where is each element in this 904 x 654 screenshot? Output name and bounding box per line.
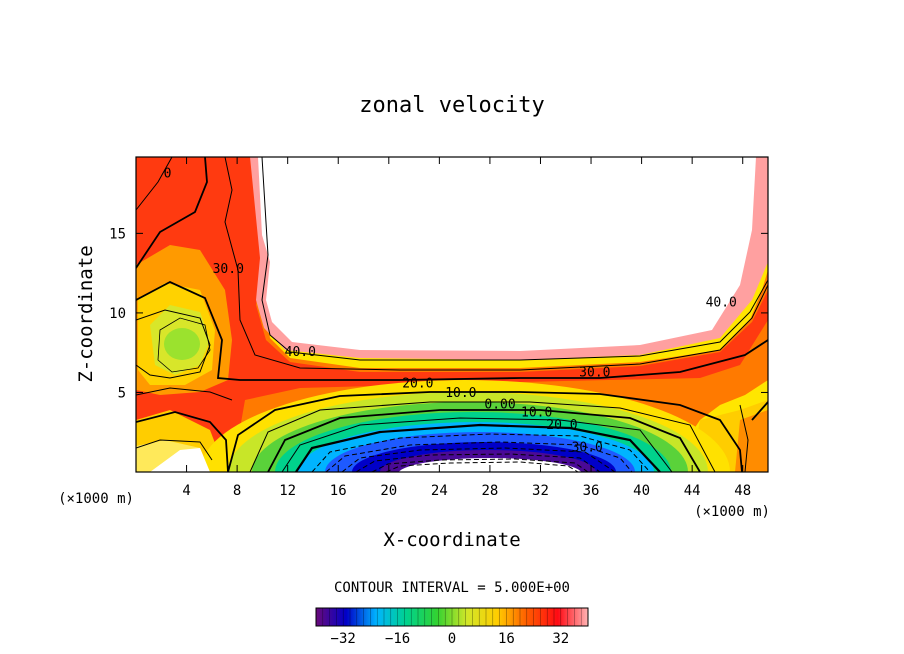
contour-labels: 030.040.020.010.00.0010.020.030.030.040.… xyxy=(164,167,737,456)
contour-20-arc xyxy=(227,391,743,472)
contour-field: 030.040.020.010.00.0010.020.030.030.040.… xyxy=(136,157,768,472)
x-tick-label: 8 xyxy=(233,483,241,499)
colorbar-tick-label: 16 xyxy=(498,631,515,647)
contour-15-ring xyxy=(157,317,211,373)
contour-35-band xyxy=(224,157,768,371)
contour-neg10-arc xyxy=(325,441,633,472)
contour-lines xyxy=(136,157,768,472)
contour-label: 40.0 xyxy=(285,345,316,360)
lower-left-white xyxy=(150,448,210,472)
colorbar-bands xyxy=(315,608,589,626)
contour-label: 0 xyxy=(164,167,172,182)
upper-jet-core-white xyxy=(258,157,756,351)
contour-label: 20.0 xyxy=(402,377,433,392)
x-tick-label: 44 xyxy=(684,483,701,499)
colorbar-ticks: −32 −16 0 16 32 xyxy=(331,631,570,647)
contour-label: 20.0 xyxy=(546,418,577,433)
contour-neg25-arc xyxy=(371,458,589,472)
x-tick-label: 24 xyxy=(431,483,448,499)
contour-label: 30.0 xyxy=(213,262,244,277)
x-unit-label: (×1000 m) xyxy=(694,504,770,520)
contour-10-arc xyxy=(267,409,701,472)
colorbar-tick-label: −16 xyxy=(385,631,410,647)
colorbar-tick-label: 32 xyxy=(552,631,569,647)
contour-30-left xyxy=(136,157,208,269)
contour-neg30-arc xyxy=(385,461,579,472)
chart-title: zonal velocity xyxy=(359,93,544,118)
x-axis-ticks: 4 8 12 16 20 24 28 32 36 40 44 48 xyxy=(182,157,751,499)
x-axis-label: X-coordinate xyxy=(383,529,520,551)
x-tick-label: 4 xyxy=(182,483,190,499)
y-tick-label: 5 xyxy=(118,385,126,401)
plot-frame xyxy=(135,156,769,473)
contour-label: 40.0 xyxy=(706,296,737,311)
field-left-green xyxy=(164,328,200,360)
x-tick-label: 40 xyxy=(633,483,650,499)
contour-zero-arc xyxy=(295,423,661,472)
contour-30-band xyxy=(136,280,768,381)
y-axis-label: Z-coordinate xyxy=(75,245,97,382)
y-tick-label: 15 xyxy=(109,226,126,242)
contour-neg15-arc xyxy=(341,447,616,472)
x-tick-label: 12 xyxy=(279,483,296,499)
contour-label: 30.0 xyxy=(579,366,610,381)
contour-left-lower-2 xyxy=(136,439,213,461)
x-tick-label: 36 xyxy=(583,483,600,499)
colorbar-tick-label: 0 xyxy=(448,631,456,647)
x-tick-label: 32 xyxy=(532,483,549,499)
x-tick-label: 48 xyxy=(734,483,751,499)
contour-label: 0.00 xyxy=(484,397,515,412)
colorbar: −32 −16 0 16 32 xyxy=(315,607,589,647)
z-unit-label: (×1000 m) xyxy=(58,491,134,507)
contour-right-lower-1 xyxy=(739,404,749,472)
contour-label: 10.0 xyxy=(521,405,552,420)
contour-inner-ring xyxy=(136,309,211,379)
x-tick-label: 28 xyxy=(481,483,498,499)
x-tick-label: 16 xyxy=(330,483,347,499)
contour-15-arc xyxy=(249,401,716,472)
contour-label: 30.0 xyxy=(572,440,603,455)
colorbar-tick-label: −32 xyxy=(331,631,356,647)
y-tick-label: 10 xyxy=(109,306,126,322)
contour-5-arc xyxy=(281,417,673,472)
contour-neg20-arc xyxy=(355,453,601,472)
contour-40-band xyxy=(261,157,768,361)
colorbar-frame xyxy=(315,607,589,627)
contour-right-lower-2 xyxy=(751,401,768,421)
contour-label: 10.0 xyxy=(445,386,476,401)
contour-left-lower-1 xyxy=(136,387,233,401)
contour-35-left xyxy=(136,157,173,211)
contour-interval-label: CONTOUR INTERVAL = 5.000E+00 xyxy=(334,580,570,596)
y-axis-ticks: 5 10 15 xyxy=(109,226,768,401)
x-tick-label: 20 xyxy=(380,483,397,499)
field-band-orange xyxy=(136,157,768,472)
contour-neg5-arc xyxy=(311,433,651,472)
plot-area: 030.040.020.010.00.0010.020.030.030.040.… xyxy=(109,156,769,499)
contour-20-left xyxy=(136,411,229,472)
field-lower-right-orange xyxy=(735,410,768,472)
